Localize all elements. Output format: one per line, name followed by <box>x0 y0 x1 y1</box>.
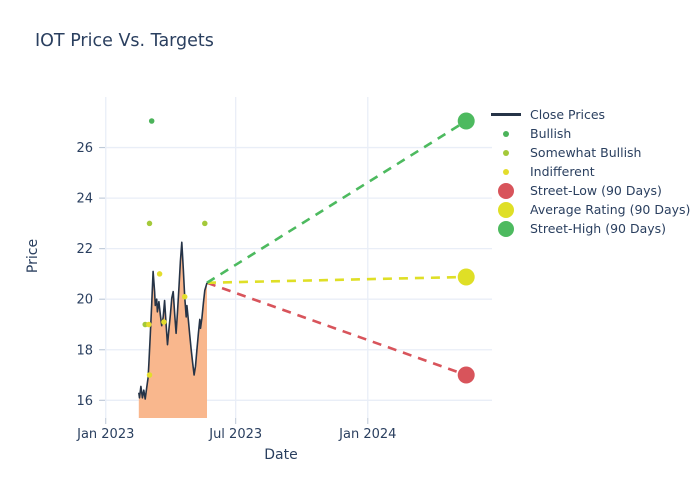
legend-label: Street-Low (90 Days) <box>530 183 662 198</box>
gridlines <box>100 97 492 418</box>
close-price-line <box>138 241 208 400</box>
legend-dot-swatch-icon <box>489 130 523 137</box>
y-tick-label: 22 <box>76 242 93 257</box>
legend-dot-swatch-icon <box>489 220 523 237</box>
legend-label: Indifferent <box>530 164 595 179</box>
x-tick-label: Jul 2023 <box>208 427 262 442</box>
target-line-average-rating-90-days <box>206 275 467 285</box>
target-point-average-rating-90-days <box>457 268 475 286</box>
legend-dot-swatch-icon <box>489 182 523 199</box>
x-tick-label: Jan 2024 <box>338 427 396 442</box>
y-tick-label: 26 <box>76 141 93 156</box>
axes: 16 18 20 22 24 26 Jan 2023 Jul 2023 Jan 2024 <box>76 141 396 442</box>
legend-dot-swatch-icon <box>489 201 523 218</box>
y-tick-label: 18 <box>76 343 93 358</box>
y-tick-label: 24 <box>76 192 93 207</box>
x-tick-label: Jan 2023 <box>76 427 134 442</box>
legend-item-street-high-90-days[interactable]: Street-High (90 Days) <box>489 219 690 238</box>
y-tick-label: 16 <box>76 394 93 409</box>
legend-item-street-low-90-days[interactable]: Street-Low (90 Days) <box>489 181 690 200</box>
legend-item-bullish[interactable]: Bullish <box>489 124 690 143</box>
chart-title: IOT Price Vs. Targets <box>35 31 214 51</box>
legend-label: Close Prices <box>530 107 606 122</box>
rating-point-bullish <box>148 118 155 124</box>
legend-dot-swatch-icon <box>489 168 523 175</box>
rating-point-indifferent <box>146 372 153 378</box>
legend-label: Bullish <box>530 126 572 141</box>
legend-item-somewhat-bullish[interactable]: Somewhat Bullish <box>489 143 690 162</box>
legend-label: Street-High (90 Days) <box>530 221 667 236</box>
legend-item-close-prices[interactable]: Close Prices <box>489 105 690 124</box>
legend-item-indifferent[interactable]: Indifferent <box>489 162 690 181</box>
legend: Close Prices Bullish Somewhat Bullish Indif… <box>489 105 690 238</box>
legend-dot-swatch-icon <box>489 149 523 156</box>
legend-item-average-rating-90-days[interactable]: Average Rating (90 Days) <box>489 200 690 219</box>
rating-point-indifferent <box>156 271 163 277</box>
y-axis-title: Price <box>25 238 41 274</box>
rating-point-indifferent <box>161 319 167 325</box>
rating-point-indifferent <box>146 321 152 328</box>
legend-label: Somewhat Bullish <box>530 145 642 160</box>
rating-point-indifferent <box>181 293 188 300</box>
target-line-street-high-90-days <box>206 119 467 284</box>
y-tick-label: 20 <box>76 293 93 308</box>
target-line-street-low-90-days <box>206 281 467 377</box>
target-point-street-low-90-days <box>457 366 475 384</box>
rating-point-somewhat-bullish <box>202 220 208 227</box>
rating-point-somewhat-bullish <box>146 220 153 227</box>
target-point-street-high-90-days <box>457 112 475 130</box>
legend-line-swatch-icon <box>489 113 523 116</box>
x-axis-title: Date <box>264 447 298 463</box>
close-price-area <box>138 242 207 418</box>
legend-label: Average Rating (90 Days) <box>530 202 691 217</box>
